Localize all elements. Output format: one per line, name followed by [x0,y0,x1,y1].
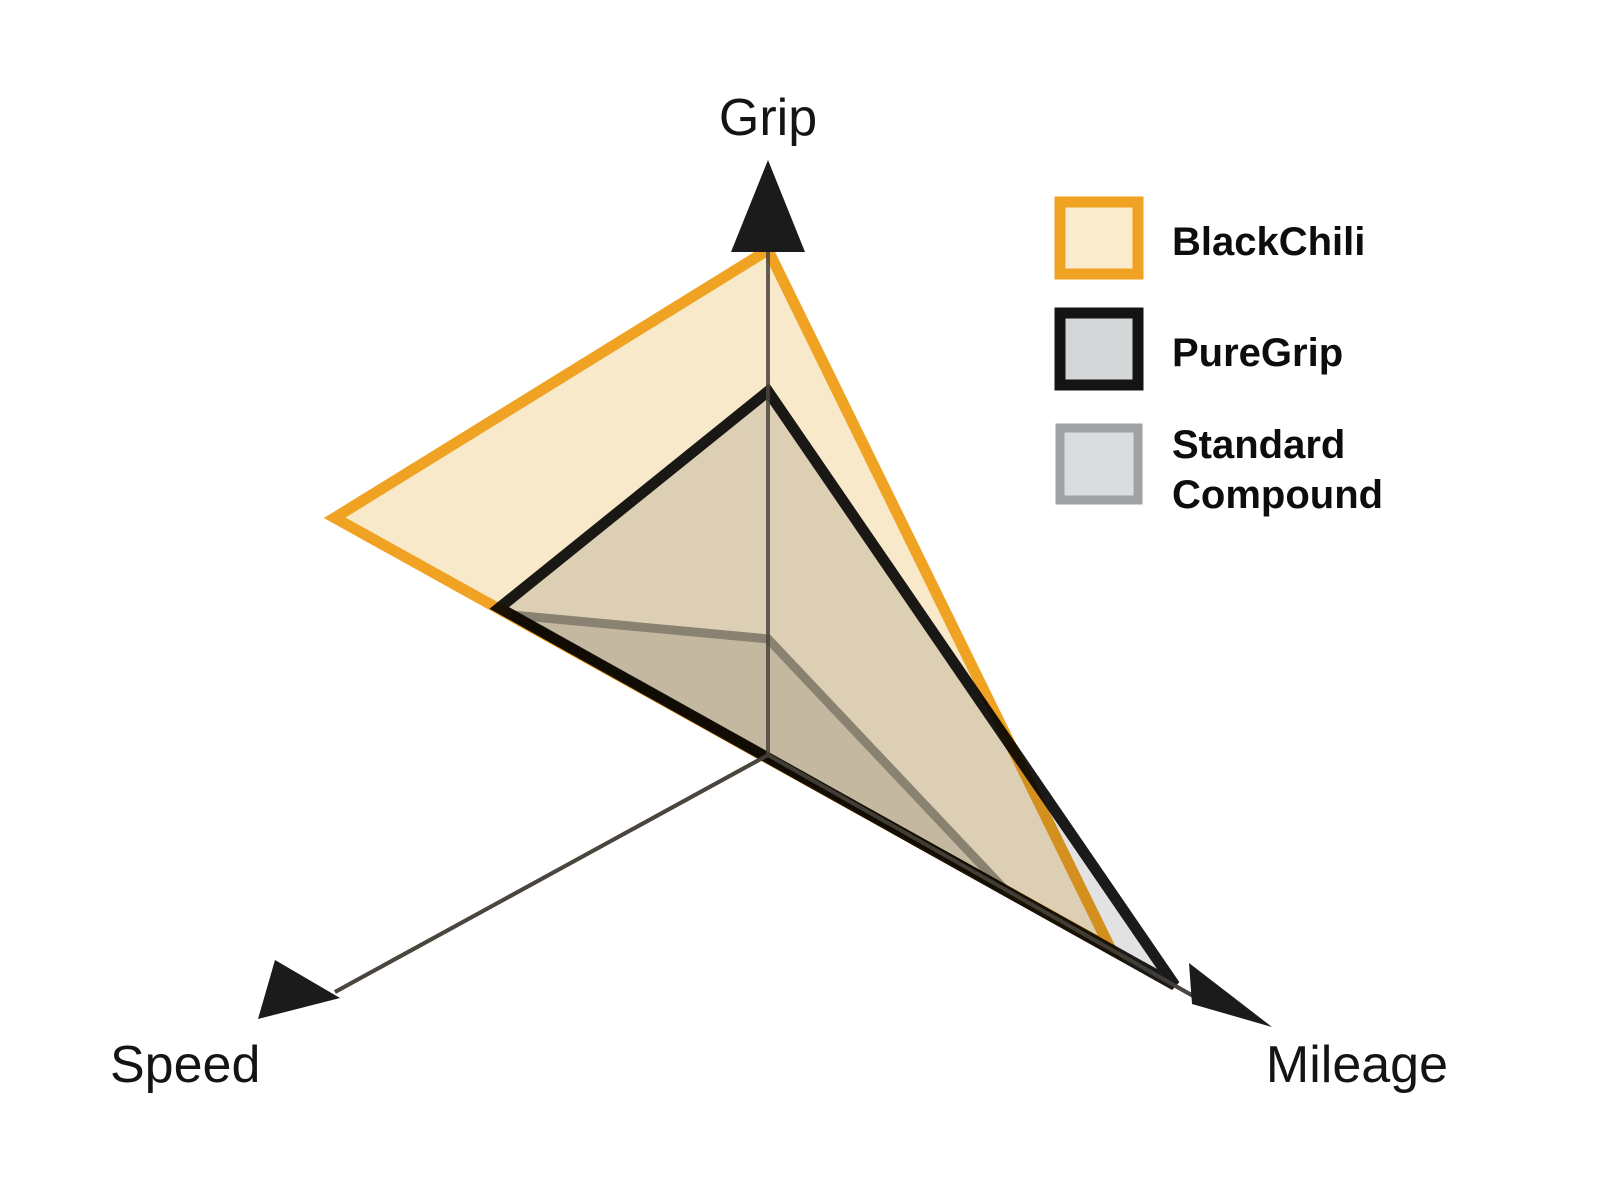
legend-item-blackchili[interactable]: BlackChili [1054,196,1365,280]
legend-label-puregrip: PureGrip [1172,331,1343,375]
axis-label-speed: Speed [110,1036,260,1094]
legend-label-standard-compound-line2: Compound [1172,473,1383,517]
legend-swatch-standard-compound [1055,423,1143,505]
legend: BlackChili PureGrip Standard Compound [1054,196,1383,517]
legend-item-standard-compound[interactable]: Standard Compound [1055,423,1383,517]
axis-line-mileage-overlay [767,753,1196,999]
legend-label-blackchili: BlackChili [1172,220,1365,264]
arrowhead-speed-icon [258,960,340,1019]
legend-swatch-puregrip [1054,307,1144,391]
axis-spokes-overlay [334,250,1196,999]
legend-item-puregrip[interactable]: PureGrip [1054,307,1343,391]
axis-arrowheads [258,160,1272,1027]
axis-label-mileage: Mileage [1266,1036,1448,1094]
legend-label-standard-compound-line1: Standard [1172,423,1345,467]
axis-line-speed-overlay [334,753,769,994]
axis-label-grip: Grip [719,89,817,147]
arrowhead-mileage-icon [1189,963,1272,1027]
arrowhead-grip-icon [731,160,805,252]
legend-swatch-blackchili [1054,196,1144,280]
